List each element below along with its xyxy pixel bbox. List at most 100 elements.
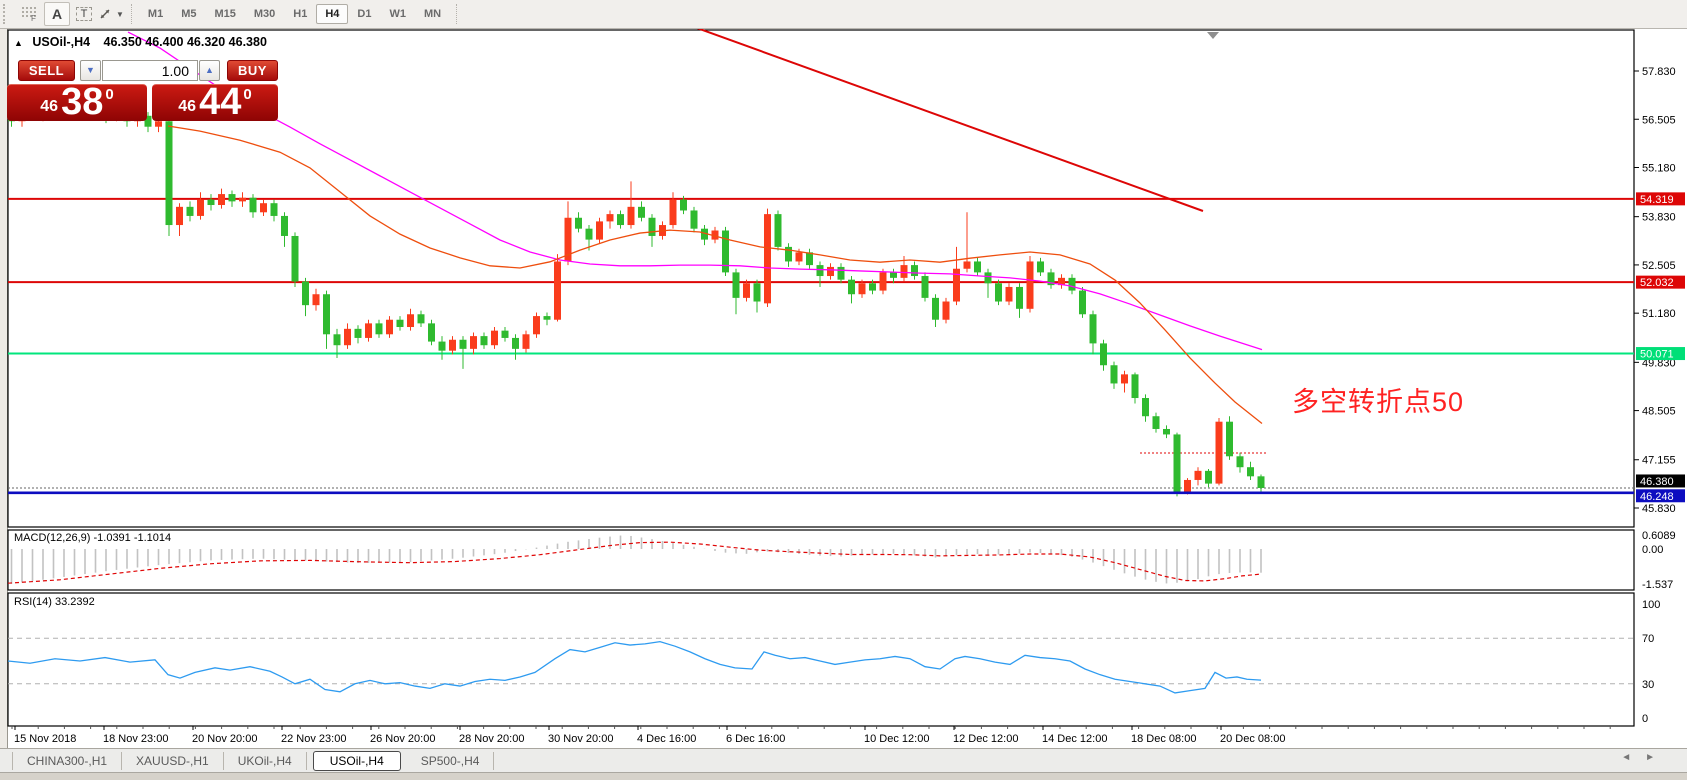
- rsi-line: [7, 640, 1262, 694]
- tab-scroll-left-icon[interactable]: ◄: [1621, 752, 1646, 763]
- svg-text:14 Dec 12:00: 14 Dec 12:00: [1042, 733, 1107, 745]
- volume-decrease-button[interactable]: ▼: [80, 60, 101, 81]
- svg-text:48.505: 48.505: [1642, 406, 1676, 418]
- chart-tab-2[interactable]: XAUUSD-,H1: [122, 751, 224, 770]
- sell-price-sup: 0: [105, 86, 114, 103]
- svg-text:70: 70: [1642, 633, 1654, 645]
- rsi-indicator-label: RSI(14) 33.2392: [14, 596, 95, 608]
- macd-panel: 0.6089 0.00 -1.537: [7, 529, 1676, 591]
- volume-increase-button[interactable]: ▲: [199, 60, 220, 81]
- collapse-icon[interactable]: ▲: [14, 38, 23, 48]
- dropdown-caret-icon[interactable]: ▼: [116, 9, 124, 19]
- macd-signal-line: [7, 541, 1262, 584]
- svg-text:18 Nov 23:00: 18 Nov 23:00: [103, 733, 168, 745]
- svg-text:55.180: 55.180: [1642, 163, 1676, 175]
- buy-button[interactable]: BUY: [227, 60, 278, 81]
- chart-tab-bar: CHINA300-,H1 XAUUSD-,H1 UKOil-,H4 USOil-,H4…: [0, 748, 1687, 772]
- macd-indicator-label: MACD(12,26,9) -1.0391 -1.1014: [14, 532, 172, 544]
- svg-text:52.032: 52.032: [1640, 277, 1674, 289]
- svg-text:20 Dec 08:00: 20 Dec 08:00: [1220, 733, 1285, 745]
- timeframe-button-h4[interactable]: H4: [316, 4, 349, 24]
- svg-text:4 Dec 16:00: 4 Dec 16:00: [637, 733, 696, 745]
- svg-text:47.155: 47.155: [1642, 455, 1676, 467]
- timeframe-button-m30[interactable]: M30: [253, 8, 276, 20]
- svg-text:15 Nov 2018: 15 Nov 2018: [14, 733, 76, 745]
- svg-text:18 Dec 08:00: 18 Dec 08:00: [1131, 733, 1196, 745]
- svg-text:52.505: 52.505: [1642, 260, 1676, 272]
- timeframe-button-h1[interactable]: H1: [293, 8, 308, 20]
- sell-price-big: 38: [61, 80, 104, 123]
- toolbar-drag-handle[interactable]: [3, 4, 13, 24]
- svg-text:30: 30: [1642, 679, 1654, 691]
- svg-text:22 Nov 23:00: 22 Nov 23:00: [281, 733, 346, 745]
- svg-text:6 Dec 16:00: 6 Dec 16:00: [726, 733, 785, 745]
- svg-text:F: F: [31, 14, 36, 22]
- svg-text:-1.537: -1.537: [1642, 579, 1673, 591]
- volume-input[interactable]: [102, 60, 198, 81]
- svg-text:56.505: 56.505: [1642, 114, 1676, 126]
- svg-text:46.248: 46.248: [1640, 491, 1674, 503]
- text-box-icon[interactable]: T: [72, 3, 96, 25]
- time-axis: 15 Nov 2018 18 Nov 23:00 20 Nov 20:00 22 No…: [11, 726, 1611, 745]
- toolbar: F A T ▼ M1 M5 M15 M30 H1 H4 D1 W1 MN: [0, 0, 1687, 29]
- chart-tab-5[interactable]: SP500-,H4: [407, 751, 495, 770]
- svg-text:57.830: 57.830: [1642, 66, 1676, 78]
- svg-text:0: 0: [1642, 713, 1648, 725]
- timeframe-button-mn[interactable]: MN: [423, 8, 442, 20]
- timeframe-button-d1[interactable]: D1: [357, 8, 372, 20]
- svg-text:53.830: 53.830: [1642, 212, 1676, 224]
- rsi-panel: 100 70 30 0: [7, 592, 1660, 727]
- tab-scroll-right-icon[interactable]: ►: [1645, 752, 1669, 763]
- svg-text:26 Nov 20:00: 26 Nov 20:00: [370, 733, 435, 745]
- chart-text-annotation[interactable]: 多空转折点50: [1292, 387, 1465, 417]
- price-chart[interactable]: 57.830 56.505 55.180 53.830 52.505 51.180 49.8…: [0, 29, 1687, 780]
- text-annotation-icon[interactable]: A: [44, 2, 70, 26]
- chart-tab-4[interactable]: USOil-,H4: [312, 750, 401, 771]
- rsi-value: 33.2392: [54, 596, 95, 608]
- macd-values: -1.0391 -1.1014: [93, 532, 172, 544]
- price-axis: 57.830 56.505 55.180 53.830 52.505 51.180 49.8…: [1634, 66, 1685, 515]
- timeframe-button-m15[interactable]: M15: [214, 8, 236, 20]
- tab-scroll-arrows: ◄►: [1621, 752, 1669, 763]
- timeframe-button-group: M1 M5 M15 M30 H1 H4 D1 W1 MN: [139, 4, 450, 24]
- buy-price-prefix: 46: [178, 98, 197, 115]
- svg-text:51.180: 51.180: [1642, 308, 1676, 320]
- main-plot: [7, 29, 1635, 528]
- timeframe-button-m5[interactable]: M5: [181, 8, 197, 20]
- chart-shift-marker-icon: [1207, 32, 1219, 39]
- svg-text:28 Nov 20:00: 28 Nov 20:00: [459, 733, 524, 745]
- chart-tab-3[interactable]: UKOil-,H4: [224, 751, 307, 770]
- svg-text:10 Dec 12:00: 10 Dec 12:00: [864, 733, 929, 745]
- svg-text:30 Nov 20:00: 30 Nov 20:00: [548, 733, 613, 745]
- descending-trendline: [696, 29, 1204, 212]
- svg-text:50.071: 50.071: [1640, 349, 1674, 361]
- cursor-arrows-icon[interactable]: ▼: [98, 3, 124, 25]
- svg-text:0.6089: 0.6089: [1642, 530, 1676, 542]
- chart-symbol-title: USOil-,H4: [32, 35, 91, 49]
- pattern-fill-icon[interactable]: F: [18, 3, 42, 25]
- toolbar-separator: [456, 4, 458, 24]
- svg-text:54.319: 54.319: [1640, 194, 1674, 206]
- buy-price-big: 44: [199, 80, 242, 123]
- toolbar-separator: [130, 4, 133, 24]
- chart-header: ▲ USOil-,H4 46.350 46.400 46.320 46.380: [14, 35, 267, 49]
- svg-text:12 Dec 12:00: 12 Dec 12:00: [953, 733, 1018, 745]
- svg-text:45.830: 45.830: [1642, 503, 1676, 515]
- sell-price-prefix: 46: [40, 98, 59, 115]
- timeframe-button-m1[interactable]: M1: [147, 8, 164, 20]
- sell-button[interactable]: SELL: [18, 60, 75, 81]
- ma-fast-line: [167, 125, 1263, 425]
- timeframe-button-w1[interactable]: W1: [389, 8, 406, 20]
- buy-price-sup: 0: [243, 86, 252, 103]
- ma-slow-line: [127, 31, 1263, 351]
- svg-text:46.380: 46.380: [1640, 476, 1674, 488]
- svg-text:0.00: 0.00: [1642, 544, 1663, 556]
- chart-tab-1[interactable]: CHINA300-,H1: [12, 751, 123, 770]
- svg-text:20 Nov 20:00: 20 Nov 20:00: [192, 733, 257, 745]
- buy-price-display[interactable]: 46 44 0: [152, 80, 278, 123]
- window-bottom-edge: [0, 772, 1687, 780]
- sell-price-display[interactable]: 46 38 0: [7, 80, 147, 123]
- svg-text:49.830: 49.830: [1642, 357, 1676, 369]
- svg-text:100: 100: [1642, 599, 1660, 611]
